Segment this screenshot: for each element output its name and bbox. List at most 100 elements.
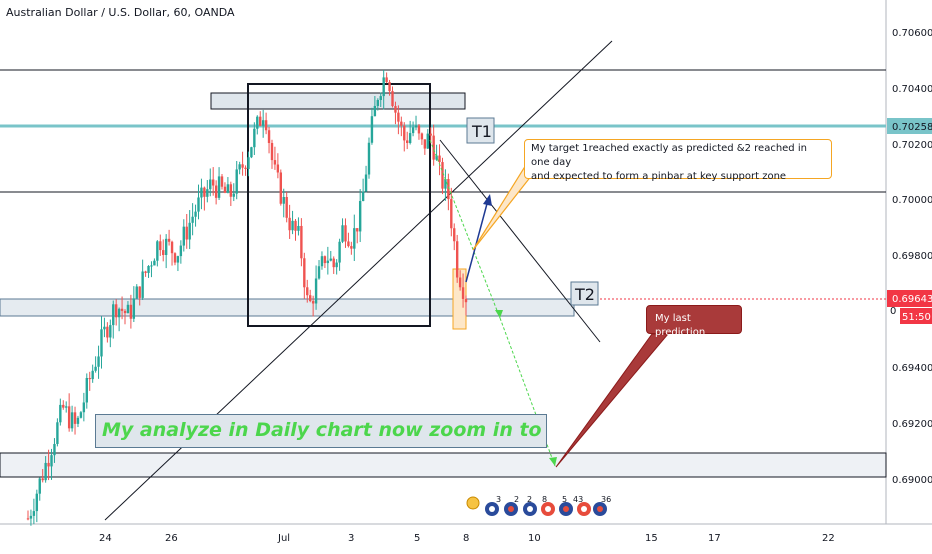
candle-body[interactable] <box>338 241 341 263</box>
candle-body[interactable] <box>444 179 447 189</box>
candle-body[interactable] <box>406 140 409 143</box>
candle-body[interactable] <box>264 120 268 131</box>
candle-body[interactable] <box>335 262 338 268</box>
support-zone[interactable] <box>0 298 575 317</box>
candle-body[interactable] <box>461 287 465 299</box>
candle-body[interactable] <box>65 406 68 408</box>
projection-path-t2[interactable] <box>429 139 501 319</box>
candle-body[interactable] <box>217 176 221 198</box>
candle-body[interactable] <box>314 278 318 304</box>
candle-body[interactable] <box>197 197 200 212</box>
candle-body[interactable] <box>94 366 97 371</box>
candle-body[interactable] <box>458 277 462 288</box>
candle-body[interactable] <box>379 96 382 101</box>
candle-body[interactable] <box>38 478 41 494</box>
candle-body[interactable] <box>350 246 353 249</box>
candle-body[interactable] <box>385 77 388 83</box>
candle-body[interactable] <box>179 245 183 257</box>
candle-body[interactable] <box>303 258 306 288</box>
candle-body[interactable] <box>129 304 133 319</box>
candle-body[interactable] <box>229 184 233 197</box>
candle-body[interactable] <box>103 326 106 330</box>
candle-body[interactable] <box>135 286 138 299</box>
candle-body[interactable] <box>85 377 88 403</box>
event-markers[interactable]: 3 2 2 8 5 43 36 <box>466 495 611 516</box>
candle-body[interactable] <box>138 286 141 298</box>
candle-body[interactable] <box>79 412 83 418</box>
candle-body[interactable] <box>417 125 421 134</box>
t1-label-box[interactable] <box>466 117 495 144</box>
candle-body[interactable] <box>32 511 36 516</box>
candle-body[interactable] <box>403 125 406 141</box>
candle-body[interactable] <box>453 228 456 242</box>
candle-body[interactable] <box>329 258 332 261</box>
candle-body[interactable] <box>300 225 303 259</box>
candle-body[interactable] <box>447 179 450 200</box>
candle-body[interactable] <box>194 211 197 217</box>
candle-body[interactable] <box>426 133 429 149</box>
candle-body[interactable] <box>170 241 174 254</box>
candle-body[interactable] <box>400 121 403 126</box>
candle-body[interactable] <box>423 139 427 149</box>
candle-body[interactable] <box>26 518 30 520</box>
candle-body[interactable] <box>358 201 362 232</box>
downtrend-line[interactable] <box>439 139 601 343</box>
candle-body[interactable] <box>382 77 385 97</box>
candle-body[interactable] <box>450 199 453 229</box>
candle-body[interactable] <box>109 325 112 338</box>
candle-body[interactable] <box>285 197 288 218</box>
candle-body[interactable] <box>117 308 121 318</box>
candle-body[interactable] <box>455 241 459 278</box>
candle-body[interactable] <box>247 157 250 170</box>
candle-body[interactable] <box>29 515 33 519</box>
candle-body[interactable] <box>114 304 118 318</box>
candle-body[interactable] <box>59 404 62 423</box>
candle-body[interactable] <box>167 238 171 242</box>
candle-body[interactable] <box>147 265 150 273</box>
candle-body[interactable] <box>53 443 56 456</box>
candle-body[interactable] <box>332 258 335 268</box>
candle-body[interactable] <box>256 116 259 129</box>
candle-body[interactable] <box>420 133 424 140</box>
candle-body[interactable] <box>191 216 194 223</box>
candle-body[interactable] <box>141 271 144 298</box>
range-box[interactable] <box>247 83 431 327</box>
candle-body[interactable] <box>159 241 162 251</box>
candle-body[interactable] <box>88 377 91 380</box>
candle-body[interactable] <box>438 155 441 163</box>
candle-body[interactable] <box>44 462 47 481</box>
candle-body[interactable] <box>408 133 412 143</box>
candle-body[interactable] <box>144 271 147 273</box>
candle-body[interactable] <box>353 228 356 249</box>
candle-body[interactable] <box>323 256 327 264</box>
candle-body[interactable] <box>326 260 330 264</box>
candle-body[interactable] <box>394 106 397 113</box>
candle-body[interactable] <box>288 217 291 231</box>
candle-body[interactable] <box>209 179 212 190</box>
candle-body[interactable] <box>188 222 191 240</box>
candle-body[interactable] <box>320 256 324 267</box>
candle-body[interactable] <box>276 164 280 173</box>
candle-body[interactable] <box>182 226 185 246</box>
candle-body[interactable] <box>373 105 377 117</box>
candle-body[interactable] <box>200 187 203 198</box>
candle-body[interactable] <box>347 241 350 247</box>
candle-body[interactable] <box>341 225 344 242</box>
candle-body[interactable] <box>162 250 165 255</box>
candle-body[interactable] <box>273 160 277 165</box>
candle-body[interactable] <box>120 308 124 311</box>
candle-body[interactable] <box>223 186 227 193</box>
candle-body[interactable] <box>56 422 59 444</box>
candle-body[interactable] <box>261 120 265 126</box>
candle-body[interactable] <box>106 326 109 338</box>
candle-body[interactable] <box>226 184 230 193</box>
candle-body[interactable] <box>267 130 271 144</box>
candle-body[interactable] <box>35 493 39 512</box>
candle-body[interactable] <box>294 220 297 231</box>
candle-body[interactable] <box>414 125 418 128</box>
candle-body[interactable] <box>73 412 77 424</box>
candle-body[interactable] <box>126 304 130 314</box>
candle-body[interactable] <box>156 241 159 261</box>
